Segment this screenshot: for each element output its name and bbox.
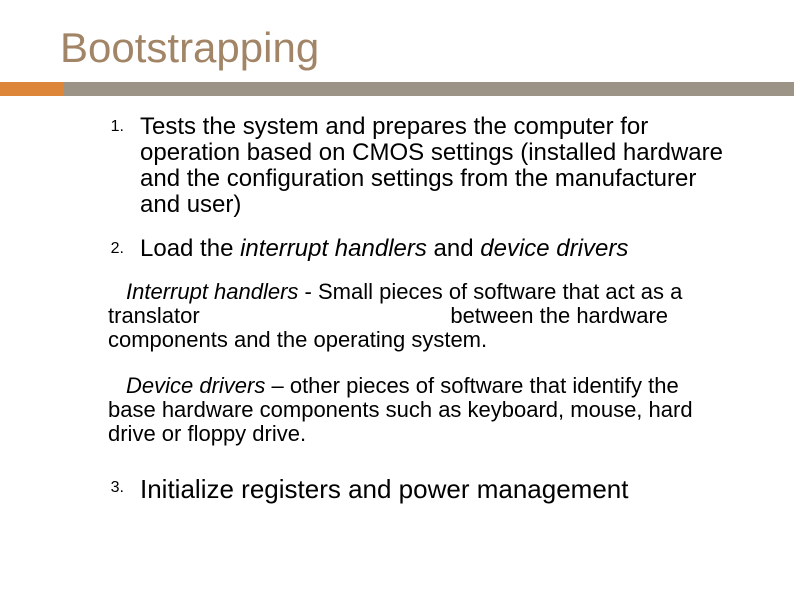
accent-line [64,82,794,96]
slide-title: Bootstrapping [60,24,746,72]
text-italic: interrupt handlers [240,235,427,262]
text-italic: device drivers [480,235,628,262]
item-number: 2. [104,236,124,258]
list-item: 2. Load the interrupt handlers and devic… [104,236,738,262]
item-text: Tests the system and prepares the comput… [140,114,738,218]
list-item: 3. Initialize registers and power manage… [104,475,738,503]
list-item: 1. Tests the system and prepares the com… [104,114,738,218]
term-label: Interrupt handlers [126,279,298,304]
definition-paragraph: Device drivers – other pieces of softwar… [104,374,738,447]
slide-body: 1. Tests the system and prepares the com… [64,114,746,503]
text-plain: Load the [140,235,240,262]
item-number: 3. [104,475,124,497]
item-text: Initialize registers and power managemen… [140,475,628,503]
term-label: Device drivers [126,373,265,398]
definition-paragraph: Interrupt handlers - Small pieces of sof… [104,280,738,353]
text-plain: and [427,235,480,262]
slide: Bootstrapping 1. Tests the system and pr… [0,0,794,595]
accent-bar-row [0,82,794,96]
accent-square [0,82,64,96]
item-text: Load the interrupt handlers and device d… [140,236,628,262]
item-number: 1. [104,114,124,136]
